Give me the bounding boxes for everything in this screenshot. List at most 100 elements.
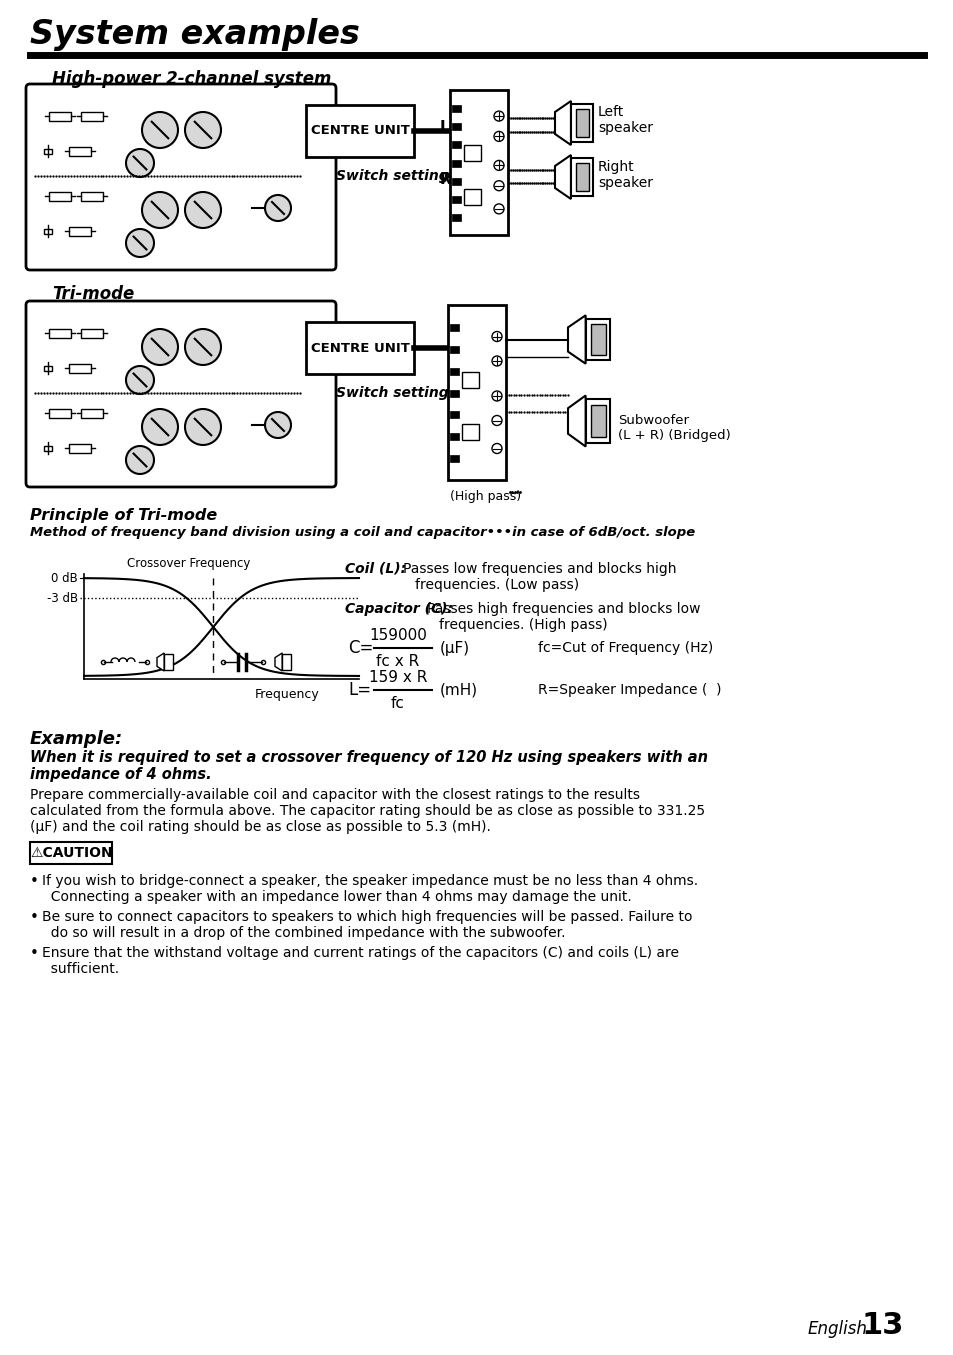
Circle shape <box>492 443 501 454</box>
Text: High-power 2-channel system: High-power 2-channel system <box>52 70 331 88</box>
Bar <box>461 371 478 388</box>
Text: Coil (L):: Coil (L): <box>345 562 406 576</box>
Circle shape <box>494 160 503 171</box>
Text: (High pass): (High pass) <box>450 491 520 503</box>
Text: Connecting a speaker with an impedance lower than 4 ohms may damage the unit.: Connecting a speaker with an impedance l… <box>42 890 631 904</box>
Text: CENTRE UNIT: CENTRE UNIT <box>311 341 409 355</box>
Bar <box>452 141 460 149</box>
Polygon shape <box>555 154 570 199</box>
Text: CENTRE UNIT: CENTRE UNIT <box>311 125 409 137</box>
Text: When it is required to set a crossover frequency of 120 Hz using speakers with a: When it is required to set a crossover f… <box>30 751 707 782</box>
Bar <box>463 188 480 205</box>
Text: Passes low frequencies and blocks high: Passes low frequencies and blocks high <box>402 562 676 576</box>
Bar <box>450 89 507 234</box>
Text: Method of frequency band division using a coil and capacitor•••in case of 6dB/oc: Method of frequency band division using … <box>30 526 695 539</box>
Bar <box>576 108 589 137</box>
Bar <box>282 654 291 669</box>
Bar <box>69 363 91 373</box>
Bar <box>452 106 460 112</box>
Text: Right
speaker: Right speaker <box>598 160 652 190</box>
Bar <box>450 455 458 462</box>
Text: Capacitor (C):: Capacitor (C): <box>345 602 453 617</box>
Text: -3 dB: -3 dB <box>47 592 78 604</box>
Bar <box>570 104 593 142</box>
Text: 0 dB: 0 dB <box>51 572 78 584</box>
Text: If you wish to bridge-connect a speaker, the speaker impedance must be no less t: If you wish to bridge-connect a speaker,… <box>42 874 698 888</box>
Bar <box>49 408 71 417</box>
Text: Example:: Example: <box>30 730 123 748</box>
Bar <box>44 366 52 370</box>
Bar <box>450 324 458 331</box>
Bar <box>164 654 172 669</box>
Circle shape <box>265 412 291 438</box>
Bar <box>591 405 605 438</box>
Bar <box>450 367 458 374</box>
Text: fc=Cut of Frequency (Hz): fc=Cut of Frequency (Hz) <box>537 641 713 654</box>
Text: Principle of Tri-mode: Principle of Tri-mode <box>30 508 217 523</box>
Text: Passes high frequencies and blocks low: Passes high frequencies and blocks low <box>427 602 700 617</box>
Text: (μF): (μF) <box>439 641 470 656</box>
Polygon shape <box>157 653 164 671</box>
Bar <box>44 149 52 153</box>
Circle shape <box>185 112 221 148</box>
Bar <box>306 104 414 157</box>
Polygon shape <box>567 396 585 447</box>
Bar <box>49 191 71 201</box>
Bar <box>452 195 460 203</box>
Text: calculated from the formula above. The capacitor rating should be as close as po: calculated from the formula above. The c… <box>30 804 704 818</box>
Bar <box>448 305 505 480</box>
Bar <box>44 229 52 233</box>
FancyBboxPatch shape <box>26 84 335 270</box>
Bar <box>69 226 91 236</box>
Text: sufficient.: sufficient. <box>42 962 119 976</box>
Text: •: • <box>30 911 39 925</box>
Bar <box>81 408 103 417</box>
Circle shape <box>142 409 178 444</box>
Circle shape <box>492 356 501 366</box>
Bar <box>576 163 589 191</box>
FancyBboxPatch shape <box>26 301 335 486</box>
Text: 159 x R: 159 x R <box>369 671 427 686</box>
Text: L: L <box>439 121 449 136</box>
Circle shape <box>492 392 501 401</box>
Circle shape <box>492 332 501 341</box>
Circle shape <box>142 192 178 228</box>
Circle shape <box>185 329 221 364</box>
Text: L=: L= <box>348 682 371 699</box>
Text: (mH): (mH) <box>439 683 477 698</box>
Circle shape <box>494 180 503 191</box>
Bar <box>452 178 460 184</box>
Bar <box>585 398 609 443</box>
Text: fc: fc <box>391 695 404 710</box>
Polygon shape <box>274 653 282 671</box>
Bar <box>69 443 91 453</box>
Bar <box>69 146 91 156</box>
Circle shape <box>142 112 178 148</box>
Bar <box>450 346 458 352</box>
Text: R=Speaker Impedance (  ): R=Speaker Impedance ( ) <box>537 683 720 696</box>
Bar <box>591 324 605 355</box>
Bar <box>81 328 103 337</box>
Circle shape <box>494 131 503 141</box>
Text: English: English <box>807 1320 867 1337</box>
Bar <box>81 111 103 121</box>
Circle shape <box>494 111 503 121</box>
Bar <box>49 328 71 337</box>
Text: Ensure that the withstand voltage and current ratings of the capacitors (C) and : Ensure that the withstand voltage and cu… <box>42 946 679 959</box>
Text: frequencies. (High pass): frequencies. (High pass) <box>438 618 607 631</box>
Bar <box>306 322 414 374</box>
Bar <box>570 159 593 196</box>
Bar <box>450 389 458 397</box>
Polygon shape <box>555 102 570 145</box>
Text: Prepare commercially-available coil and capacitor with the closest ratings to th: Prepare commercially-available coil and … <box>30 789 639 802</box>
Bar <box>450 412 458 419</box>
Text: ⚠CAUTION: ⚠CAUTION <box>30 846 113 860</box>
Text: Left
speaker: Left speaker <box>598 104 652 136</box>
Text: Subwoofer
(L + R) (Bridged): Subwoofer (L + R) (Bridged) <box>618 415 730 442</box>
Circle shape <box>265 195 291 221</box>
Text: •: • <box>30 946 39 961</box>
Circle shape <box>126 229 153 257</box>
Text: Crossover Frequency: Crossover Frequency <box>127 557 250 570</box>
Bar <box>450 434 458 440</box>
Text: 13: 13 <box>862 1312 903 1340</box>
